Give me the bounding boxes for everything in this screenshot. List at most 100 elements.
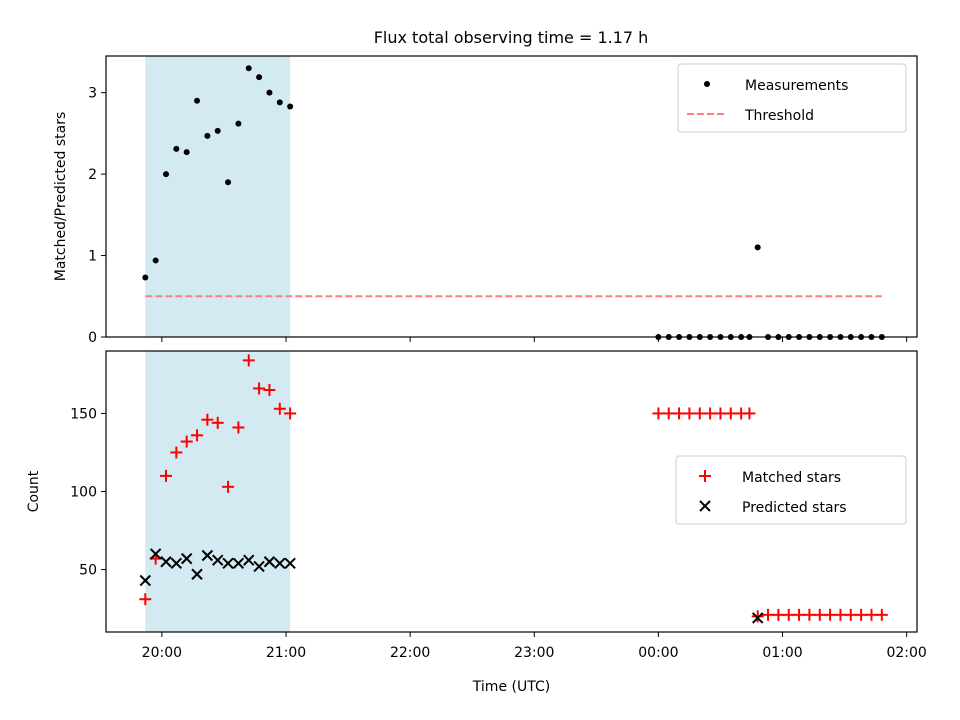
highlight-span	[145, 351, 291, 632]
matched-point	[772, 608, 785, 621]
legend-marker-predicted	[699, 500, 711, 512]
matched-point	[263, 384, 276, 397]
matched-point	[273, 402, 286, 415]
y-tick-label: 150	[70, 406, 97, 422]
matched-point	[865, 608, 878, 621]
predicted-point	[263, 556, 276, 568]
predicted-point	[180, 552, 193, 565]
matched-point	[855, 608, 868, 621]
matched-point	[170, 446, 183, 459]
matched-point	[139, 593, 152, 606]
matched-point	[253, 382, 266, 395]
legend-box	[675, 455, 907, 525]
measurement-point	[204, 132, 211, 139]
measurement-point	[142, 274, 149, 281]
matched-point	[180, 435, 193, 448]
matched-point	[724, 407, 737, 420]
matched-point	[751, 610, 764, 623]
series-predicted-stars	[139, 548, 764, 624]
predicted-point	[253, 560, 265, 573]
y-tick-label: 2	[88, 167, 97, 183]
matched-point	[284, 407, 297, 420]
measurement-point	[173, 145, 180, 152]
legend-label: Predicted stars	[742, 500, 847, 516]
highlight-span	[145, 56, 291, 337]
series-matched-stars	[139, 354, 888, 623]
matched-point	[704, 407, 717, 420]
predicted-point	[149, 548, 162, 560]
y-tick-label: 0	[88, 330, 97, 346]
measurement-point	[183, 149, 190, 156]
x-axis-label: Time (UTC)	[472, 679, 550, 695]
matched-point	[834, 608, 847, 621]
legend: Measurements Threshold	[677, 63, 907, 133]
measurement-point	[162, 171, 169, 178]
measurement-point	[225, 179, 232, 186]
predicted-point	[160, 556, 172, 568]
x-tick-label: 20:00	[142, 645, 182, 661]
legend-box	[677, 63, 907, 133]
matched-point	[662, 407, 675, 420]
matched-point	[762, 608, 775, 621]
y-tick-label: 3	[88, 86, 97, 102]
x-tick-label: 21:00	[266, 645, 306, 661]
y-tick-label: 100	[70, 485, 97, 501]
predicted-point	[232, 557, 245, 570]
matched-point	[793, 608, 806, 621]
matched-point	[844, 608, 857, 621]
y-tick-label: 1	[88, 249, 97, 265]
matched-point	[813, 608, 826, 621]
matched-point	[803, 608, 816, 621]
matched-point	[693, 407, 706, 420]
predicted-point	[243, 554, 255, 566]
matched-point	[201, 413, 214, 426]
legend: Matched stars Predicted stars	[675, 455, 907, 525]
predicted-point	[222, 557, 234, 570]
measurement-point	[266, 89, 273, 96]
x-tick-label: 23:00	[514, 645, 554, 661]
matched-point	[824, 608, 837, 621]
legend-label: Matched stars	[742, 470, 841, 486]
predicted-point	[170, 557, 183, 570]
x-tick-label: 22:00	[390, 645, 430, 661]
matched-point	[222, 480, 235, 493]
matched-point	[159, 469, 172, 482]
measurement-point	[245, 65, 252, 72]
y-tick-label: 50	[79, 563, 97, 579]
measurement-point	[754, 244, 761, 251]
matched-point	[232, 421, 245, 434]
measurement-point	[256, 74, 263, 81]
predicted-point	[751, 612, 764, 624]
matched-point	[652, 407, 665, 420]
measurement-point	[152, 257, 159, 264]
matched-point	[683, 407, 696, 420]
predicted-point	[284, 557, 296, 570]
matched-point	[242, 354, 255, 367]
predicted-point	[274, 557, 286, 570]
matched-point	[714, 407, 727, 420]
measurement-point	[235, 120, 242, 127]
matched-point	[191, 429, 204, 442]
predicted-point	[191, 568, 203, 580]
legend-label: Threshold	[744, 108, 814, 124]
y-axis-label: Count	[26, 470, 42, 512]
x-tick-label: 01:00	[762, 645, 802, 661]
top-panel: 0 1 2 3 Matched/Predicted stars Measurements T…	[53, 55, 918, 346]
measurement-point	[276, 99, 283, 106]
predicted-point	[139, 574, 152, 587]
predicted-point	[212, 554, 224, 566]
x-tick-label: 02:00	[886, 645, 926, 661]
figure-title: Flux total observing time = 1.17 h	[374, 28, 649, 47]
measurement-point	[287, 103, 294, 110]
bottom-panel: 50 100 150 20:00 21:00 22:00 23:00 00:00 01:00 02…	[26, 350, 927, 695]
y-axis-label: Matched/Predicted stars	[53, 112, 69, 282]
x-tick-label: 00:00	[638, 645, 678, 661]
predicted-point	[201, 549, 214, 562]
measurement-point	[214, 127, 221, 134]
legend-label: Measurements	[745, 78, 848, 94]
legend-marker-matched	[699, 470, 711, 482]
legend-marker-measurements	[704, 81, 710, 87]
measurement-point	[194, 97, 201, 104]
matched-point	[875, 608, 888, 621]
